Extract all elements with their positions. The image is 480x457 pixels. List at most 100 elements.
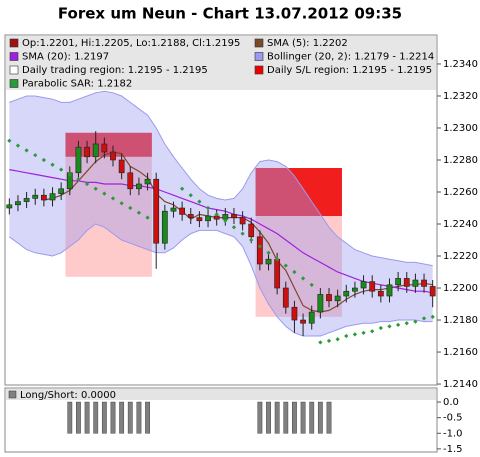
bar — [119, 401, 125, 434]
candle-body — [101, 143, 108, 153]
candle-body — [84, 146, 90, 158]
sar-dot — [205, 205, 211, 211]
candle-body — [222, 214, 229, 220]
sar-dot — [197, 199, 202, 204]
bollinger-lower — [9, 223, 433, 337]
bar — [300, 401, 306, 434]
sar-dot — [240, 231, 245, 236]
legend: Op:1.2201, Hi:1.2205, Lo:1.2188, Cl:1.21… — [6, 36, 436, 90]
candle-body — [421, 279, 427, 287]
legend-swatch — [8, 390, 17, 399]
legend-label: Bollinger (20, 2): 1.2179 - 1.2214 — [267, 52, 434, 63]
sar-dot — [76, 177, 81, 182]
candle-body — [274, 258, 281, 289]
sar-dot — [119, 201, 124, 206]
candle-body — [23, 198, 30, 202]
sar-dot — [7, 138, 12, 143]
sar-dot — [370, 329, 375, 334]
legend-swatch — [9, 52, 19, 61]
candle-body — [412, 279, 419, 287]
y-tick-label: 1.2220 — [443, 251, 478, 262]
main-plot: 1.2140 1.2160 1.2180 1.2200 1.2220 1.2240 1.22… — [6, 59, 478, 390]
indicator-line — [43, 151, 433, 313]
candle-body — [386, 284, 393, 297]
candle-body — [403, 278, 410, 287]
candle-body — [265, 258, 272, 265]
legend-swatch — [9, 79, 19, 88]
sar-dot — [300, 276, 306, 281]
sar-dot — [59, 167, 64, 172]
sar-dot — [67, 172, 72, 177]
legend-box — [6, 389, 436, 400]
bar — [67, 401, 73, 434]
y-tick-label: 1.2240 — [443, 219, 478, 230]
candle-body — [110, 151, 116, 161]
bar — [110, 401, 116, 434]
candle-body — [75, 146, 82, 174]
bar — [317, 401, 323, 434]
candle-body — [369, 281, 376, 292]
bar — [274, 401, 280, 434]
y-tick-label: 1.2180 — [443, 315, 478, 326]
sar-dot — [15, 143, 21, 148]
candle-body — [334, 295, 341, 302]
sar-dot — [344, 333, 349, 339]
candle-body — [179, 207, 186, 215]
candle-body — [118, 159, 125, 174]
candle-body — [205, 215, 211, 222]
sar-dot — [214, 212, 219, 217]
legend-swatch — [9, 38, 19, 48]
candle-body — [282, 287, 289, 308]
sar-dot — [395, 322, 401, 327]
bar — [257, 401, 263, 434]
sar-dot — [318, 340, 323, 345]
candle-body — [15, 201, 21, 206]
bar — [76, 401, 81, 434]
sar-dot — [110, 196, 116, 201]
y-tick-label: 1.2280 — [443, 155, 478, 166]
bar — [136, 401, 142, 434]
candle-body — [92, 143, 99, 158]
bar — [326, 401, 332, 434]
candle-body — [58, 188, 65, 194]
candle-body — [6, 204, 13, 209]
bar — [84, 401, 90, 434]
legend-label: Long/Short: 0.0000 — [20, 390, 116, 401]
sar-dot — [231, 225, 237, 230]
region — [255, 167, 342, 217]
legend-swatch — [9, 65, 19, 75]
sar-dot — [50, 162, 55, 167]
legend-swatch — [254, 38, 264, 48]
candle-body — [395, 278, 402, 286]
y-tick-label: 1.2200 — [443, 283, 478, 294]
candle-body — [360, 281, 367, 289]
sar-dot — [257, 244, 263, 249]
sar-dot — [24, 148, 29, 153]
sar-dot — [266, 250, 271, 255]
candle-body — [343, 290, 350, 297]
sar-dot — [352, 332, 358, 337]
sar-dot — [387, 324, 392, 329]
legend-box — [6, 36, 436, 90]
sar-dot — [84, 181, 90, 187]
candle-body — [127, 172, 134, 190]
sar-dot — [413, 319, 418, 324]
candle-body — [161, 210, 168, 244]
y-tick-label: 1.2340 — [443, 59, 478, 70]
sar-dot — [249, 237, 254, 243]
sar-dot — [404, 321, 409, 326]
sar-dot — [223, 218, 228, 223]
candle-body — [256, 236, 263, 265]
sar-dot — [188, 193, 193, 198]
legend-label: Daily S/L region: 1.2195 - 1.2195 — [267, 65, 432, 76]
candle-body — [40, 194, 47, 201]
sar-dot — [309, 282, 314, 287]
legend-label: Op:1.2201, Hi:1.2205, Lo:1.2188, Cl:1.21… — [22, 38, 240, 49]
sar-dot — [326, 338, 332, 343]
bar — [93, 401, 99, 434]
candle-body — [291, 306, 298, 321]
sar-dot — [33, 153, 38, 158]
legend-label: Parabolic SAR: 1.2182 — [22, 79, 132, 90]
